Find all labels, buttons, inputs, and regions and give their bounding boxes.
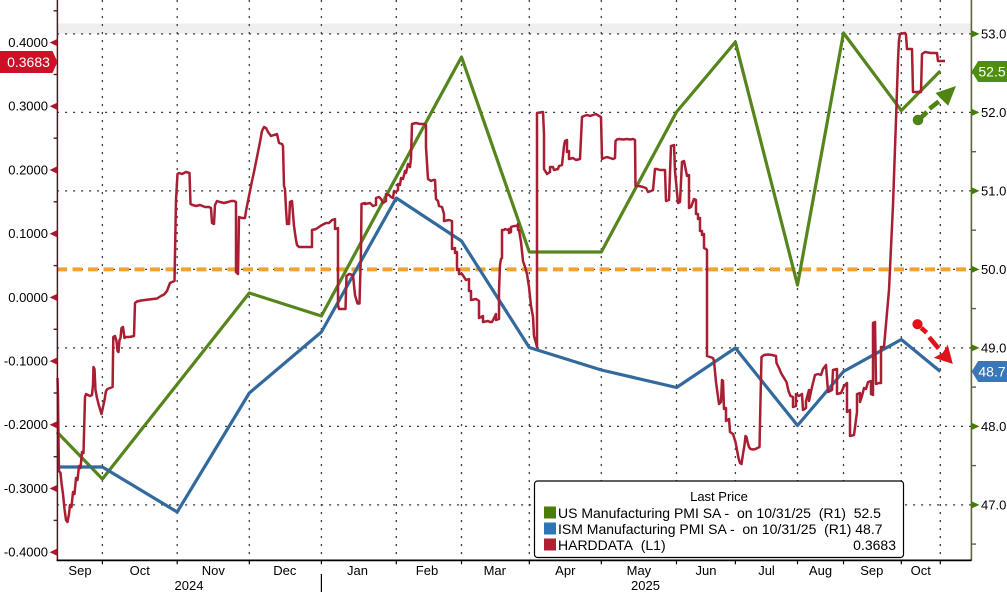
svg-text:Apr: Apr bbox=[555, 563, 576, 578]
svg-text:0.4000: 0.4000 bbox=[8, 35, 48, 50]
svg-text:Sep: Sep bbox=[68, 563, 91, 578]
svg-text:Aug: Aug bbox=[809, 563, 832, 578]
svg-text:53.0: 53.0 bbox=[981, 26, 1006, 41]
svg-text:0.3683: 0.3683 bbox=[853, 537, 896, 553]
svg-text:Dec: Dec bbox=[273, 563, 297, 578]
svg-text:48.0: 48.0 bbox=[981, 419, 1006, 434]
svg-text:Oct: Oct bbox=[130, 563, 151, 578]
svg-text:-0.3000: -0.3000 bbox=[4, 481, 48, 496]
svg-text:49.0: 49.0 bbox=[981, 340, 1006, 355]
svg-text:Jun: Jun bbox=[696, 563, 717, 578]
svg-text:0.1000: 0.1000 bbox=[8, 226, 48, 241]
svg-text:Feb: Feb bbox=[416, 563, 438, 578]
svg-text:50.0: 50.0 bbox=[981, 262, 1006, 277]
svg-text:-0.1000: -0.1000 bbox=[4, 354, 48, 369]
svg-text:0.3683: 0.3683 bbox=[7, 54, 50, 70]
svg-text:-0.2000: -0.2000 bbox=[4, 417, 48, 432]
svg-text:48.7: 48.7 bbox=[978, 364, 1005, 380]
svg-text:-0.4000: -0.4000 bbox=[4, 545, 48, 560]
svg-text:52.0: 52.0 bbox=[981, 105, 1006, 120]
svg-text:Last Price: Last Price bbox=[690, 489, 748, 504]
svg-text:Nov: Nov bbox=[202, 563, 226, 578]
svg-text:2025: 2025 bbox=[631, 578, 660, 593]
svg-text:Oct: Oct bbox=[911, 563, 932, 578]
svg-text:HARDDATA (L1): HARDDATA (L1) bbox=[558, 537, 666, 553]
svg-text:Sep: Sep bbox=[860, 563, 883, 578]
svg-text:Mar: Mar bbox=[484, 563, 507, 578]
svg-text:2024: 2024 bbox=[175, 578, 204, 593]
svg-text:0.3000: 0.3000 bbox=[8, 99, 48, 114]
svg-text:US Manufacturing PMI SA - on: US Manufacturing PMI SA - on 10/31/25 (R… bbox=[558, 505, 881, 521]
svg-text:Jan: Jan bbox=[347, 563, 368, 578]
svg-text:Jul: Jul bbox=[758, 563, 775, 578]
svg-text:47.0: 47.0 bbox=[981, 497, 1006, 512]
svg-text:0.0000: 0.0000 bbox=[8, 290, 48, 305]
svg-text:0.2000: 0.2000 bbox=[8, 162, 48, 177]
svg-text:52.5: 52.5 bbox=[978, 64, 1005, 80]
svg-text:51.0: 51.0 bbox=[981, 183, 1006, 198]
svg-text:May: May bbox=[627, 563, 652, 578]
svg-text:ISM Manufacturing PMI SA - on: ISM Manufacturing PMI SA - on 10/31/25 (… bbox=[558, 521, 883, 537]
